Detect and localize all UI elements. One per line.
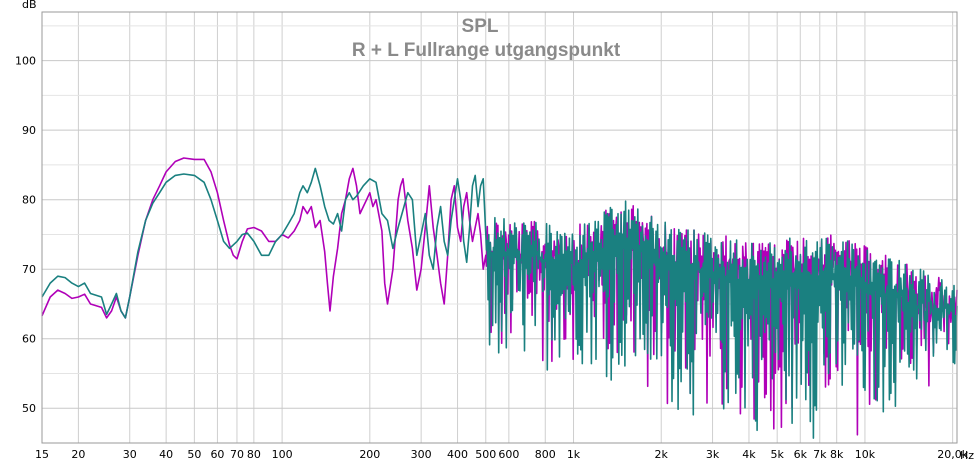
x-tick-label: 4k: [742, 448, 756, 461]
x-tick-label: 80: [247, 448, 261, 461]
x-tick-label: 60: [210, 448, 224, 461]
x-tick-label: 20,0k: [937, 448, 968, 461]
x-tick-label: 800: [535, 448, 556, 461]
y-tick-label: 90: [22, 124, 36, 137]
axes: 15 20 30 40 50 60 70 80 100 200 300 400 500 600 800 1k 2…: [15, 11, 969, 461]
y-tick-label: 60: [22, 333, 36, 346]
x-tick-label: 2k: [655, 448, 669, 461]
x-tick-label: 100: [272, 448, 293, 461]
x-tick-label: 15: [35, 448, 49, 461]
x-tick-label: 8k: [830, 448, 844, 461]
x-tick-label: 400: [447, 448, 468, 461]
y-tick-label: 50: [22, 402, 36, 415]
x-tick-label: 6k: [794, 448, 808, 461]
x-tick-label: 3k: [706, 448, 720, 461]
x-axis-label: Hz: [960, 449, 974, 462]
x-tick-label: 50: [187, 448, 201, 461]
y-tick-label: 100: [15, 55, 36, 68]
x-tick-label: 200: [359, 448, 380, 461]
chart-title: SPL: [462, 16, 499, 37]
x-tick-label: 20: [71, 448, 85, 461]
y-axis-label: dB: [22, 0, 37, 11]
series-line: [41, 167, 958, 439]
grid: [41, 12, 957, 443]
plot-area: [41, 157, 958, 439]
x-tick-label: 1k: [567, 448, 581, 461]
y-tick-label: 80: [22, 194, 36, 207]
x-tick-label: 500: [475, 448, 496, 461]
x-tick-label: 70: [230, 448, 244, 461]
plot-frame: [41, 11, 958, 444]
x-tick-label: 30: [123, 448, 137, 461]
chart-subtitle: R + L Fullrange utgangspunkt: [352, 40, 621, 61]
x-tick-label: 600: [498, 448, 519, 461]
x-tick-label: 7k: [813, 448, 827, 461]
x-tick-label: 300: [411, 448, 432, 461]
x-tick-label: 10k: [855, 448, 876, 461]
y-tick-label: 70: [22, 263, 36, 276]
x-tick-label: 5k: [771, 448, 785, 461]
x-tick-label: 40: [159, 448, 173, 461]
